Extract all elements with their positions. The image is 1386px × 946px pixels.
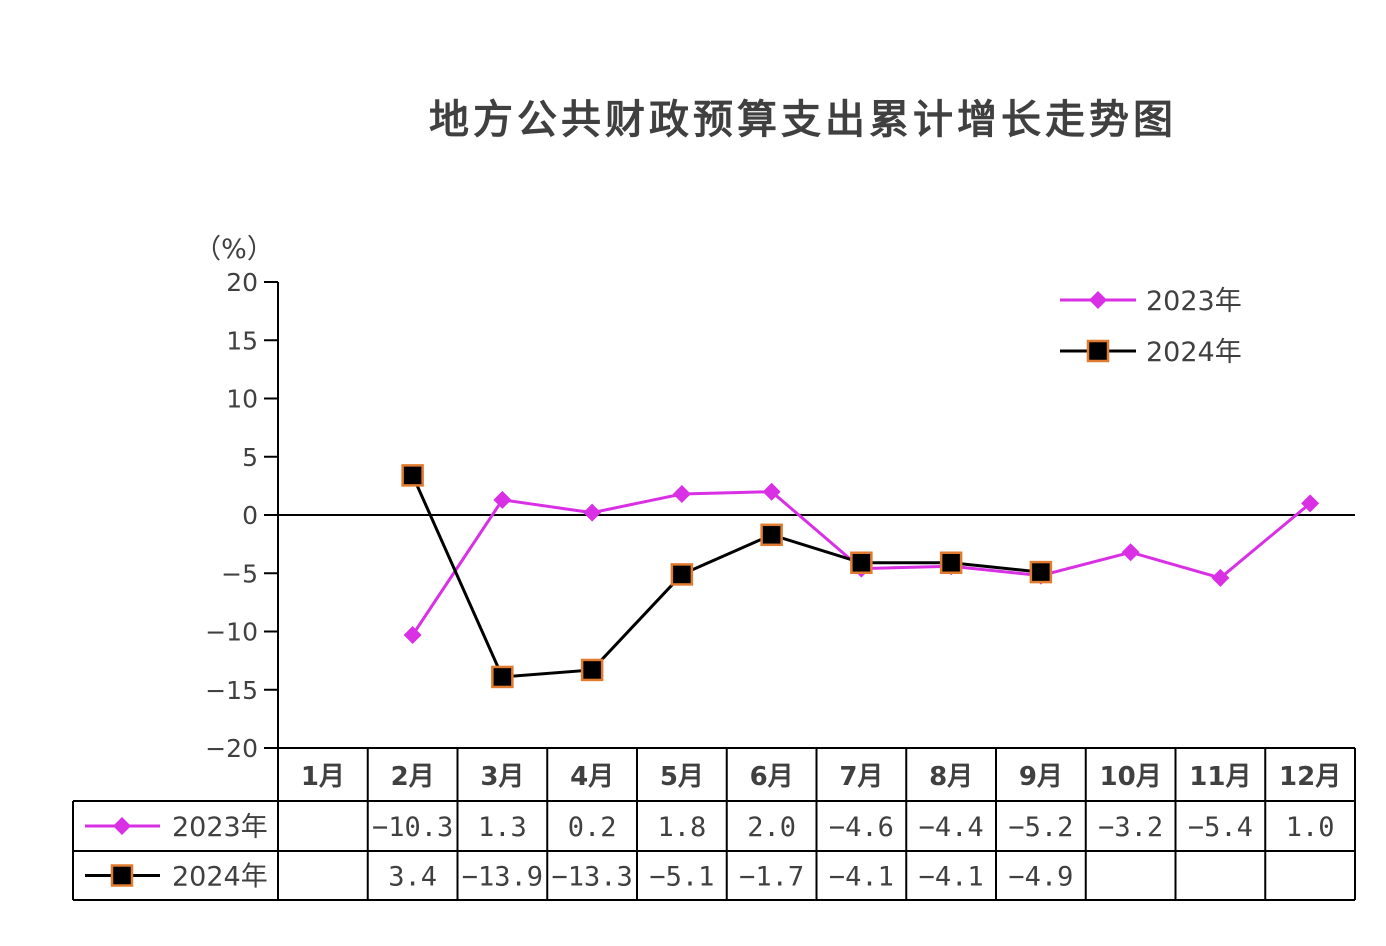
month-header: 6月 xyxy=(750,762,794,792)
point-series-0 xyxy=(403,625,422,644)
point-series-1 xyxy=(491,665,514,689)
point-series-1 xyxy=(401,464,424,487)
table-cell-series-0: 1.3 xyxy=(478,812,527,843)
month-header: 9月 xyxy=(1019,762,1063,792)
legend-marker-series-1 xyxy=(1086,339,1110,363)
point-series-0 xyxy=(583,503,602,522)
legend: 2023年 2024年 xyxy=(1060,286,1242,368)
chart-title: 地方公共财政预算支出累计增长走势图 xyxy=(429,97,1177,143)
point-series-0 xyxy=(1121,543,1140,562)
point-series-1 xyxy=(580,658,604,682)
y-axis-unit-label: （%） xyxy=(194,234,274,265)
y-tick-label: 10 xyxy=(226,385,258,414)
table-cell-series-0: 1.0 xyxy=(1286,812,1335,843)
month-header: 11月 xyxy=(1189,762,1251,792)
y-tick-label: 5 xyxy=(242,443,258,472)
point-series-0 xyxy=(1301,494,1320,513)
table-cell-series-1: −13.3 xyxy=(551,862,632,893)
point-series-0 xyxy=(672,485,691,504)
table-cell-series-1: 3.4 xyxy=(388,862,437,893)
month-header: 12月 xyxy=(1279,762,1341,792)
table-cell-series-0: −4.4 xyxy=(919,812,984,843)
y-tick-label: −5 xyxy=(221,559,258,588)
legend-marker-series-0 xyxy=(1089,291,1107,309)
point-series-1 xyxy=(850,551,873,575)
point-series-1 xyxy=(760,523,783,547)
legend-label-series-0: 2023年 xyxy=(1146,286,1242,317)
month-header: 3月 xyxy=(480,762,524,792)
table-cell-series-0: −3.2 xyxy=(1098,812,1163,843)
table-cell-series-0: −5.4 xyxy=(1188,812,1253,843)
data-table: 1月 2月 3月 4月 5月 6月 7月 8月 9月 10月 11月 12月 2023年 −10.3 1.3… xyxy=(72,747,1356,901)
month-header: 5月 xyxy=(660,762,704,792)
month-header: 10月 xyxy=(1100,762,1162,792)
axes: 20 15 10 5 0 −5 −10 −15 −20 xyxy=(205,268,1355,763)
point-series-0 xyxy=(762,482,781,501)
month-header: 1月 xyxy=(301,762,345,792)
table-cell-series-0: −5.2 xyxy=(1008,812,1073,843)
y-tick-label: −15 xyxy=(205,676,258,705)
table-legend-marker-series-1 xyxy=(110,864,134,887)
month-header: 2月 xyxy=(391,762,435,792)
y-tick-label: −10 xyxy=(205,618,258,647)
table-cell-series-1: −5.1 xyxy=(649,862,714,893)
y-tick-label: 15 xyxy=(226,326,258,355)
point-series-1 xyxy=(939,551,963,575)
month-header: 4月 xyxy=(570,762,614,792)
point-series-0 xyxy=(1211,568,1230,587)
line-series-1 xyxy=(411,474,1042,679)
table-cell-series-1: −1.7 xyxy=(739,862,804,893)
table-cell-series-0: 2.0 xyxy=(747,812,796,843)
point-series-1 xyxy=(1029,560,1053,584)
table-cell-series-0: −10.3 xyxy=(372,812,453,843)
table-cell-series-1: −4.1 xyxy=(919,862,984,893)
point-series-0 xyxy=(493,490,512,509)
y-tick-label: −20 xyxy=(205,734,258,763)
series-layer xyxy=(401,464,1320,689)
table-cell-series-1: −4.9 xyxy=(1008,862,1073,893)
table-cell-series-1: −4.1 xyxy=(829,862,894,893)
y-tick-label: 0 xyxy=(242,501,258,530)
table-cell-series-1: −13.9 xyxy=(462,862,543,893)
month-header: 8月 xyxy=(929,762,973,792)
table-series-name-series-1: 2024年 xyxy=(172,862,268,893)
table-legend-marker-series-0 xyxy=(113,817,131,835)
table-cell-series-0: 1.8 xyxy=(657,812,706,843)
month-header: 7月 xyxy=(839,762,883,792)
table-cell-series-0: −4.6 xyxy=(829,812,894,843)
legend-label-series-1: 2024年 xyxy=(1146,337,1242,368)
point-series-1 xyxy=(670,563,694,586)
table-series-name-series-0: 2023年 xyxy=(172,812,268,843)
table-cell-series-0: 0.2 xyxy=(568,812,617,843)
y-tick-label: 20 xyxy=(226,268,258,297)
